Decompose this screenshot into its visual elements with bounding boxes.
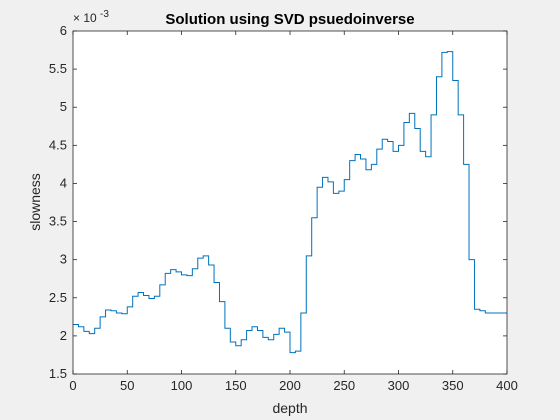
y-axis-label: slowness [27, 173, 43, 231]
x-tick-label: 100 [171, 378, 193, 393]
y-tick-label: 6 [60, 23, 67, 38]
y-exponent-label: × 10 [73, 11, 97, 25]
x-tick-label: 300 [388, 378, 410, 393]
y-tick-label: 4 [60, 175, 67, 190]
x-axis-label: depth [272, 400, 307, 416]
x-tick-label: 200 [279, 378, 301, 393]
x-tick-label: 150 [225, 378, 247, 393]
x-tick-label: 350 [442, 378, 464, 393]
y-tick-label: 5 [60, 99, 67, 114]
y-exponent-power: -3 [100, 9, 109, 20]
x-tick-label: 400 [496, 378, 518, 393]
y-tick-label: 1.5 [49, 366, 67, 381]
y-tick-label: 2 [60, 328, 67, 343]
x-tick-label: 0 [69, 378, 76, 393]
y-tick-label: 4.5 [49, 137, 67, 152]
x-tick-label: 50 [120, 378, 134, 393]
y-tick-label: 5.5 [49, 61, 67, 76]
y-tick-label: 2.5 [49, 290, 67, 305]
plot-area [73, 31, 507, 374]
y-tick-label: 3 [60, 252, 67, 267]
x-tick-label: 250 [333, 378, 355, 393]
y-tick-label: 3.5 [49, 214, 67, 229]
chart-title: Solution using SVD psuedoinverse [165, 11, 414, 28]
